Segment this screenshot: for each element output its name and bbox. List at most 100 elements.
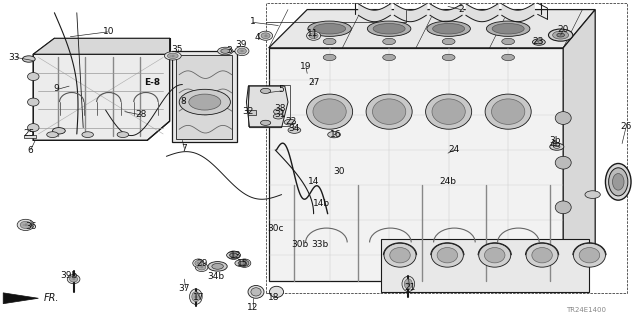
Circle shape <box>218 47 233 55</box>
Circle shape <box>179 89 230 115</box>
Text: 34b: 34b <box>208 272 225 281</box>
Text: 39b: 39b <box>61 271 77 280</box>
Text: 32: 32 <box>243 107 254 115</box>
Ellipse shape <box>550 143 564 150</box>
Text: 10: 10 <box>103 27 115 36</box>
Ellipse shape <box>402 276 415 292</box>
Ellipse shape <box>605 164 631 200</box>
Ellipse shape <box>553 31 569 39</box>
Ellipse shape <box>227 252 241 259</box>
Circle shape <box>82 132 93 137</box>
Circle shape <box>442 54 455 61</box>
Ellipse shape <box>367 21 411 36</box>
Ellipse shape <box>431 243 463 267</box>
Ellipse shape <box>373 23 405 34</box>
Ellipse shape <box>307 31 321 40</box>
Polygon shape <box>563 10 595 281</box>
Ellipse shape <box>548 29 573 41</box>
Ellipse shape <box>372 99 406 124</box>
Bar <box>176 55 232 139</box>
Ellipse shape <box>17 219 34 231</box>
Text: 15: 15 <box>237 259 249 268</box>
Bar <box>266 3 627 293</box>
Ellipse shape <box>313 99 346 124</box>
Ellipse shape <box>273 109 283 115</box>
Text: 37: 37 <box>179 284 190 293</box>
Ellipse shape <box>535 40 543 44</box>
Text: 16: 16 <box>330 130 342 139</box>
Ellipse shape <box>192 292 200 301</box>
Text: 2: 2 <box>458 5 463 14</box>
Ellipse shape <box>426 94 472 129</box>
Ellipse shape <box>193 259 204 267</box>
Text: 6: 6 <box>28 146 33 155</box>
Ellipse shape <box>189 289 202 304</box>
Text: 23: 23 <box>532 37 543 46</box>
Polygon shape <box>33 38 170 54</box>
Ellipse shape <box>241 261 248 266</box>
Circle shape <box>323 38 336 45</box>
Text: 38: 38 <box>275 104 286 113</box>
Text: 20: 20 <box>557 26 569 34</box>
Ellipse shape <box>238 261 246 265</box>
Ellipse shape <box>484 248 505 263</box>
Ellipse shape <box>28 98 39 106</box>
Text: 17: 17 <box>193 293 204 302</box>
Text: 21: 21 <box>404 283 415 292</box>
Text: 24b: 24b <box>440 177 456 186</box>
Ellipse shape <box>404 279 412 289</box>
Circle shape <box>323 54 336 61</box>
Circle shape <box>284 119 296 125</box>
Ellipse shape <box>557 33 564 37</box>
Text: 34: 34 <box>289 124 300 133</box>
Ellipse shape <box>308 21 351 36</box>
Text: 4: 4 <box>255 33 260 42</box>
Ellipse shape <box>532 248 552 263</box>
Ellipse shape <box>269 286 284 297</box>
Text: 19: 19 <box>300 62 312 71</box>
Circle shape <box>383 38 396 45</box>
Text: 12: 12 <box>246 303 258 312</box>
Circle shape <box>260 88 271 93</box>
Ellipse shape <box>70 276 77 282</box>
Ellipse shape <box>609 168 628 196</box>
Ellipse shape <box>309 33 318 39</box>
Ellipse shape <box>235 260 249 267</box>
Text: 25: 25 <box>23 130 35 138</box>
Text: 27: 27 <box>308 78 319 87</box>
Text: 5: 5 <box>279 85 284 94</box>
Ellipse shape <box>390 248 410 263</box>
Text: 33b: 33b <box>312 241 328 249</box>
Text: 9: 9 <box>54 84 59 93</box>
Ellipse shape <box>432 99 465 124</box>
Text: 33: 33 <box>8 53 20 62</box>
Circle shape <box>47 132 58 137</box>
Circle shape <box>117 132 129 137</box>
Text: 11: 11 <box>307 29 318 38</box>
Circle shape <box>502 38 515 45</box>
Circle shape <box>585 191 600 198</box>
Text: 28: 28 <box>135 110 147 119</box>
Ellipse shape <box>288 127 301 133</box>
Text: 13: 13 <box>230 251 241 260</box>
Ellipse shape <box>251 288 261 296</box>
Circle shape <box>442 38 455 45</box>
Ellipse shape <box>485 94 531 129</box>
Ellipse shape <box>195 261 202 266</box>
Text: 22: 22 <box>285 117 297 126</box>
Ellipse shape <box>164 52 181 60</box>
Text: 36: 36 <box>25 222 36 231</box>
Text: 18: 18 <box>268 293 280 302</box>
Text: 35: 35 <box>171 45 182 54</box>
Ellipse shape <box>198 265 205 270</box>
Text: TR24E1400: TR24E1400 <box>566 307 605 313</box>
Ellipse shape <box>237 48 246 54</box>
Ellipse shape <box>532 39 545 45</box>
Text: 39: 39 <box>235 40 246 48</box>
Text: 1: 1 <box>250 17 255 26</box>
Ellipse shape <box>492 99 525 124</box>
Text: 26: 26 <box>620 122 632 131</box>
Ellipse shape <box>437 248 458 263</box>
Text: 24: 24 <box>449 145 460 154</box>
Circle shape <box>328 131 340 138</box>
